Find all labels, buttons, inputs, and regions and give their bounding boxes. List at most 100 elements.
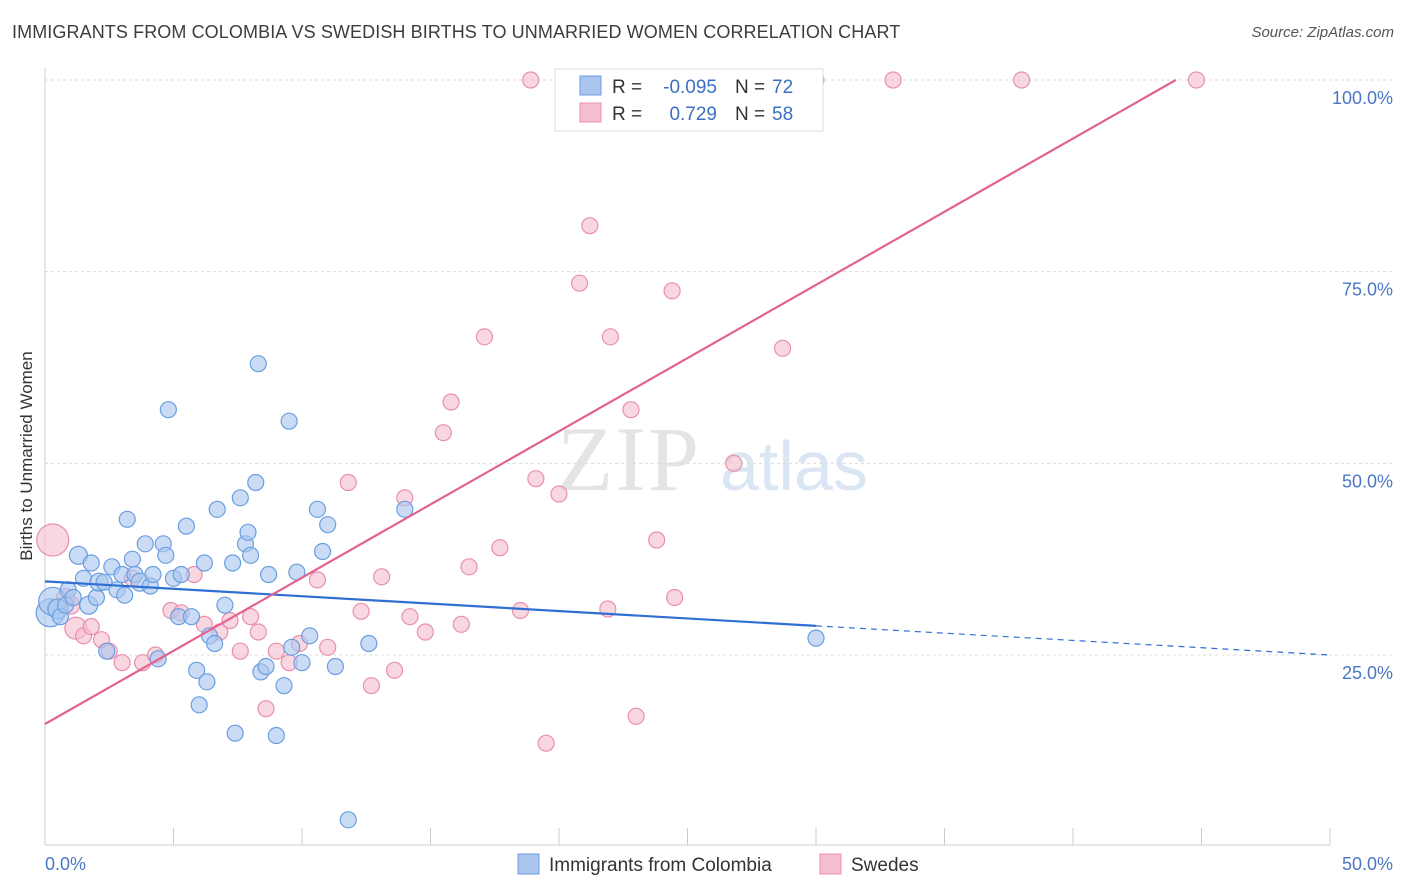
legend-r-label-1: R =	[612, 77, 642, 98]
colombia-point	[190, 696, 208, 714]
chart-title: IMMIGRANTS FROM COLOMBIA VS SWEDISH BIRT…	[12, 22, 901, 42]
colombia-point	[157, 546, 175, 564]
swedes-point	[113, 654, 131, 672]
colombia-point	[195, 554, 213, 572]
colombia-point	[308, 500, 327, 518]
colombia-point	[313, 542, 332, 561]
watermark-atlas: atlas	[720, 427, 868, 505]
colombia-point	[319, 516, 337, 534]
colombia-point	[216, 596, 234, 614]
swedes-points	[36, 71, 1205, 752]
swedes-point	[242, 608, 260, 626]
colombia-point	[293, 654, 311, 672]
colombia-point	[118, 510, 136, 528]
colombia-point	[188, 661, 206, 679]
y-axis-tick-labels: 25.0% 50.0% 75.0% 100.0%	[1332, 88, 1393, 683]
y-tick-label: 100.0%	[1332, 88, 1393, 108]
swedes-point	[249, 623, 267, 641]
swedes-point	[511, 601, 530, 620]
swedes-point	[663, 282, 681, 300]
swedes-point	[416, 623, 434, 641]
swedes-point	[648, 531, 666, 549]
swedes-point	[601, 328, 620, 346]
swedes-point	[581, 217, 599, 235]
swedes-point	[385, 661, 404, 679]
colombia-point	[231, 489, 249, 507]
trend-lines	[44, 79, 1331, 725]
swedes-point	[773, 339, 792, 357]
swedes-point	[550, 485, 568, 503]
swedes-point	[622, 401, 640, 419]
colombia-point	[224, 554, 242, 572]
colombia-point	[280, 412, 298, 430]
swedes-point	[339, 473, 357, 492]
colombia-trend-line	[44, 580, 817, 627]
colombia-point	[360, 634, 378, 653]
legend-swatch-blue	[579, 75, 602, 96]
swedes-point	[267, 642, 285, 660]
x-tick-label-max: 50.0%	[1342, 854, 1393, 874]
colombia-point	[807, 629, 825, 647]
colombia-point	[144, 565, 162, 584]
colombia-point	[177, 517, 195, 535]
colombia-point	[159, 401, 177, 419]
x-axis-ticks	[44, 828, 1331, 845]
swedes-point	[401, 608, 419, 626]
swedes-point	[627, 707, 645, 725]
stats-legend: R = -0.095 N = 72 R = 0.729 N = 58	[554, 68, 824, 132]
swedes-point	[537, 734, 555, 752]
swedes-point	[475, 328, 494, 346]
swedes-point	[725, 454, 743, 472]
colombia-point	[283, 638, 301, 656]
y-tick-label: 50.0%	[1342, 471, 1393, 491]
colombia-point	[172, 565, 190, 584]
series-legend-swatch-colombia	[517, 853, 540, 875]
series-legend-label-swedes: Swedes	[851, 855, 919, 876]
swedes-point	[319, 638, 337, 656]
legend-n-value-1: 72	[772, 77, 793, 98]
legend-r-label-2: R =	[612, 104, 642, 125]
colombia-point	[198, 673, 216, 691]
colombia-point	[206, 634, 224, 653]
legend-n-label-1: N =	[735, 77, 765, 98]
swedes-point	[666, 588, 684, 607]
swedes-point	[442, 393, 460, 411]
colombia-point	[257, 657, 275, 676]
swedes-point	[1187, 71, 1205, 89]
legend-r-value-1: -0.095	[663, 77, 717, 98]
colombia-point	[249, 355, 267, 373]
colombia-point	[239, 523, 257, 541]
y-tick-label: 25.0%	[1342, 663, 1393, 683]
swedes-point	[257, 700, 275, 718]
colombia-point	[226, 724, 244, 742]
series-legend: Immigrants from Colombia Swedes	[517, 853, 919, 876]
y-axis-label: Births to Unmarried Women	[17, 351, 36, 560]
swedes-point	[308, 571, 327, 589]
colombia-point	[247, 473, 265, 492]
swedes-point	[522, 71, 540, 89]
legend-n-label-2: N =	[735, 104, 765, 125]
swedes-point	[231, 642, 249, 660]
swedes-point	[362, 677, 380, 695]
legend-n-value-2: 58	[772, 104, 793, 125]
colombia-point	[301, 627, 319, 645]
gridlines	[45, 79, 1395, 656]
colombia-point	[267, 726, 285, 745]
swedes-point	[884, 71, 902, 89]
colombia-point	[64, 588, 82, 607]
series-legend-label-colombia: Immigrants from Colombia	[549, 855, 772, 876]
colombia-point	[136, 535, 154, 553]
colombia-point	[326, 657, 345, 676]
source-credit: Source: ZipAtlas.com	[1251, 24, 1394, 41]
legend-swatch-pink	[579, 102, 602, 123]
swedes-point	[82, 618, 100, 636]
colombia-point	[242, 546, 260, 564]
watermark-zip: ZIP	[557, 408, 701, 510]
colombia-point	[98, 642, 116, 660]
colombia-trend-extension	[815, 625, 1331, 656]
swedes-point	[491, 539, 509, 557]
swedes-point	[36, 523, 70, 557]
swedes-point	[527, 470, 545, 488]
colombia-point	[182, 608, 201, 626]
